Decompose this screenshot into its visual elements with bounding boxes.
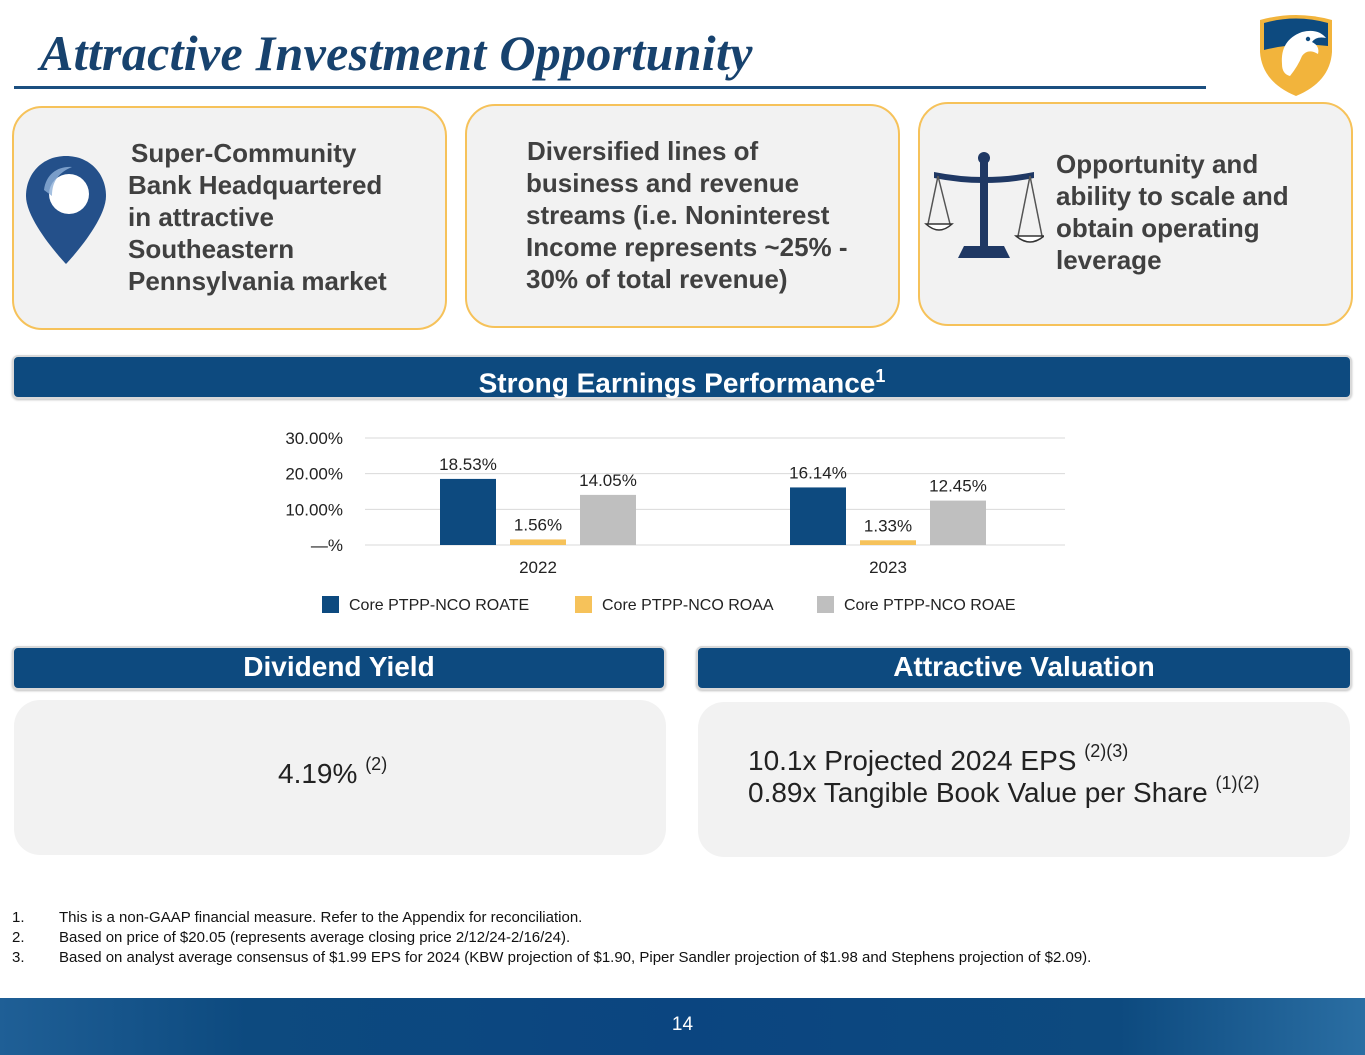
valuation-tbv-note: (1)(2) bbox=[1215, 773, 1260, 793]
earnings-bar-chart: —% 10.00% 20.00% 30.00% 18.53% 1.56% 14.05% 202… bbox=[285, 429, 1065, 614]
footnote-number: 3. bbox=[12, 949, 25, 966]
dividend-note: (2) bbox=[365, 754, 388, 774]
footnote-number: 1. bbox=[12, 909, 25, 926]
balance-scale-icon bbox=[924, 152, 1044, 258]
valuation-eps-line: 10.1x Projected 2024 EPS (2)(3) bbox=[748, 741, 1128, 777]
dividend-value-line: 4.19% (2) bbox=[278, 754, 387, 790]
valuation-eps-note: (2)(3) bbox=[1084, 741, 1129, 761]
legend-swatch bbox=[575, 596, 592, 613]
bar bbox=[860, 540, 916, 545]
card-line: business and revenue bbox=[526, 168, 800, 198]
y-tick-label: —% bbox=[311, 536, 343, 555]
y-tick-label: 10.00% bbox=[285, 500, 343, 519]
footnotes: 1. This is a non-GAAP financial measure.… bbox=[12, 908, 1091, 968]
card-line: Super-Community bbox=[131, 138, 357, 168]
legend-label: Core PTPP-NCO ROAE bbox=[844, 597, 1016, 614]
card-line: Bank Headquartered bbox=[128, 170, 383, 200]
diversified-revenue-text: Diversified lines of business and revenu… bbox=[526, 135, 848, 295]
data-label: 14.05% bbox=[579, 471, 637, 490]
dividend-value: 4.19% bbox=[278, 758, 358, 789]
card-line: Southeastern bbox=[128, 234, 295, 264]
legend-label: Core PTPP-NCO ROAA bbox=[602, 597, 774, 614]
page-number: 14 bbox=[671, 1014, 694, 1035]
bar bbox=[440, 478, 496, 545]
card-line: 30% of total revenue) bbox=[526, 264, 788, 294]
title-underline bbox=[14, 86, 1206, 89]
earnings-banner: Strong Earnings Performance1 bbox=[12, 355, 1352, 399]
card-line: streams (i.e. Noninterest bbox=[526, 200, 830, 230]
card-line: Diversified lines of bbox=[527, 136, 759, 166]
card-line: leverage bbox=[1056, 245, 1162, 275]
bar bbox=[790, 487, 846, 545]
card-line: Opportunity and bbox=[1056, 149, 1259, 179]
earnings-footnote-mark: 1 bbox=[875, 366, 886, 386]
legend-swatch bbox=[322, 596, 339, 613]
operating-leverage-text: Opportunity and ability to scale and obt… bbox=[1056, 148, 1289, 276]
valuation-tbv-line: 0.89x Tangible Book Value per Share (1)(… bbox=[748, 773, 1260, 809]
footnote-item: 3. Based on analyst average consensus of… bbox=[12, 948, 1091, 968]
data-label: 1.56% bbox=[514, 515, 562, 534]
data-label: 16.14% bbox=[789, 463, 847, 482]
valuation-panel bbox=[698, 702, 1350, 857]
page-title: Attractive Investment Opportunity bbox=[40, 25, 753, 81]
bar bbox=[580, 494, 636, 545]
footnote-text: This is a non-GAAP financial measure. Re… bbox=[59, 909, 583, 926]
data-label: 18.53% bbox=[439, 455, 497, 474]
valuation-eps: 10.1x Projected 2024 EPS bbox=[748, 745, 1077, 776]
footnote-number: 2. bbox=[12, 929, 25, 946]
data-label: 1.33% bbox=[864, 516, 912, 535]
x-tick-label: 2023 bbox=[869, 558, 907, 577]
eagle-shield-logo-icon bbox=[1260, 15, 1332, 96]
footnote-text: Based on price of $20.05 (represents ave… bbox=[59, 929, 571, 946]
diversified-revenue-card bbox=[465, 104, 900, 328]
legend-swatch bbox=[817, 596, 834, 613]
operating-leverage-card bbox=[918, 102, 1353, 326]
footnote-item: 1. This is a non-GAAP financial measure.… bbox=[12, 908, 1091, 928]
valuation-tbv: 0.89x Tangible Book Value per Share bbox=[748, 777, 1208, 808]
card-line: in attractive bbox=[128, 202, 274, 232]
card-line: ability to scale and bbox=[1056, 181, 1289, 211]
dividend-panel bbox=[14, 700, 666, 855]
card-line: obtain operating bbox=[1056, 213, 1260, 243]
data-label: 12.45% bbox=[929, 477, 987, 496]
y-tick-label: 20.00% bbox=[285, 465, 343, 484]
headquarters-text: Super-Community Bank Headquartered in at… bbox=[128, 137, 387, 297]
dividend-heading: Dividend Yield bbox=[243, 651, 435, 682]
card-line: Income represents ~25% - bbox=[526, 232, 848, 262]
earnings-heading: Strong Earnings Performance bbox=[478, 367, 876, 399]
valuation-banner: Attractive Valuation bbox=[696, 646, 1352, 690]
legend-label: Core PTPP-NCO ROATE bbox=[349, 597, 529, 614]
x-tick-label: 2022 bbox=[519, 558, 557, 577]
bar bbox=[510, 539, 566, 545]
y-tick-label: 30.00% bbox=[285, 429, 343, 448]
bar bbox=[930, 500, 986, 545]
footer-bar: 14 bbox=[0, 998, 1365, 1055]
footnote-text: Based on analyst average consensus of $1… bbox=[59, 949, 1092, 966]
map-pin-icon bbox=[26, 156, 106, 264]
valuation-heading: Attractive Valuation bbox=[893, 651, 1155, 682]
footnote-item: 2. Based on price of $20.05 (represents … bbox=[12, 928, 1091, 948]
card-line: Pennsylvania market bbox=[128, 266, 387, 296]
dividend-banner: Dividend Yield bbox=[12, 646, 666, 690]
